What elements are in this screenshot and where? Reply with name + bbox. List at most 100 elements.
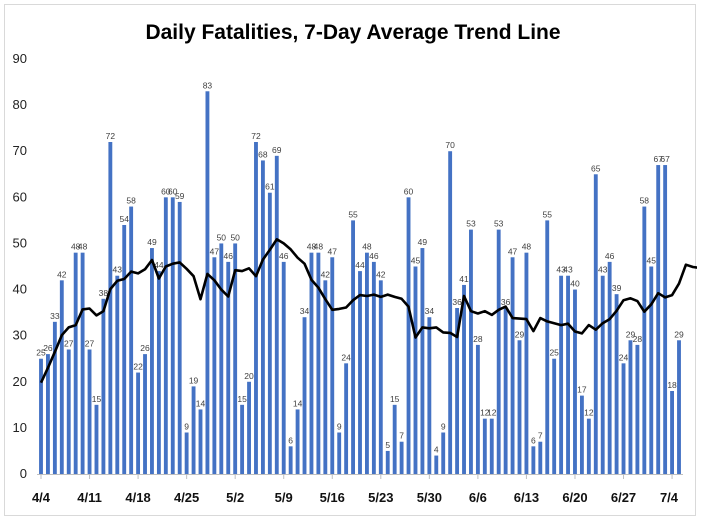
bar-value-label: 42 — [376, 269, 386, 279]
bar — [94, 404, 99, 474]
bar-value-label: 14 — [293, 398, 303, 408]
bar — [566, 275, 570, 474]
bar — [267, 192, 272, 474]
bar — [441, 432, 446, 474]
bar — [59, 280, 64, 474]
bar — [607, 261, 612, 474]
bar — [108, 142, 113, 474]
bar-value-label: 44 — [154, 260, 164, 270]
bar-value-label: 49 — [418, 237, 428, 247]
bar-value-label: 39 — [612, 283, 622, 293]
bar — [316, 252, 321, 474]
y-tick-label: 80 — [13, 97, 27, 112]
bar — [330, 257, 335, 474]
bar — [302, 317, 307, 474]
bar — [462, 284, 466, 474]
bar-value-label: 68 — [258, 149, 268, 159]
bar — [448, 151, 453, 474]
bar — [170, 197, 175, 475]
bar-value-label: 69 — [272, 145, 282, 155]
bar-value-label: 5 — [385, 440, 390, 450]
bar-value-label: 22 — [133, 362, 143, 372]
bar — [295, 409, 300, 474]
bar — [115, 275, 120, 474]
bar-value-label: 54 — [119, 214, 129, 224]
bar-value-label: 47 — [328, 246, 338, 256]
bar-value-label: 55 — [543, 209, 553, 219]
bar-value-label: 12 — [480, 408, 490, 418]
bar-value-label: 41 — [459, 274, 469, 284]
bar-value-label: 45 — [647, 256, 657, 266]
bar-value-label: 72 — [251, 131, 261, 141]
bar-value-label: 36 — [452, 297, 462, 307]
bar — [80, 252, 85, 474]
chart-title: Daily Fatalities, 7-Day Average Trend Li… — [145, 21, 560, 44]
bar — [219, 243, 224, 474]
y-tick-label: 60 — [13, 189, 27, 204]
bar — [177, 201, 182, 474]
bar — [503, 308, 508, 474]
bar-value-label: 27 — [64, 339, 74, 349]
bar-value-label: 26 — [140, 343, 150, 353]
bar-value-label: 46 — [369, 251, 379, 261]
bar-value-label: 72 — [106, 131, 116, 141]
bar-value-label: 28 — [473, 334, 483, 344]
x-tick-label: 4/25 — [174, 490, 199, 505]
y-tick-label: 40 — [13, 282, 27, 297]
bar — [524, 252, 529, 474]
bar — [358, 271, 362, 474]
chart-frame: Daily Fatalities, 7-Day Average Trend Li… — [4, 4, 697, 516]
bar-value-label: 48 — [71, 242, 81, 252]
bar — [150, 248, 154, 474]
bar-value-label: 83 — [203, 80, 213, 90]
bar-value-label: 60 — [161, 186, 171, 196]
bar — [628, 340, 633, 474]
bar-value-label: 67 — [660, 154, 670, 164]
bar-value-label: 65 — [591, 163, 601, 173]
y-axis: 0 10 20 30 40 50 60 70 80 90 — [13, 51, 27, 481]
bar — [427, 317, 432, 474]
bar — [469, 229, 473, 474]
bar — [240, 404, 245, 474]
bar-value-label: 12 — [487, 408, 497, 418]
bar-value-label: 48 — [362, 242, 372, 252]
bar-value-label: 48 — [78, 242, 88, 252]
bar — [163, 197, 168, 475]
y-tick-label: 20 — [13, 374, 27, 389]
bar — [73, 252, 78, 474]
y-tick-label: 50 — [13, 235, 27, 250]
bar-value-label: 43 — [113, 265, 123, 275]
bar — [586, 418, 591, 474]
bar — [614, 294, 619, 474]
bar-value-label: 6 — [531, 435, 536, 445]
bar-value-label: 58 — [126, 196, 136, 206]
bar — [455, 308, 460, 474]
y-tick-label: 10 — [13, 420, 27, 435]
bar — [392, 404, 397, 474]
x-tick-label: 6/27 — [611, 490, 636, 505]
bar-value-label: 29 — [515, 329, 525, 339]
bar — [496, 229, 501, 474]
bar-value-label: 29 — [674, 329, 684, 339]
x-tick-label: 4/11 — [77, 490, 102, 505]
bar — [156, 271, 161, 474]
bar-value-label: 70 — [445, 140, 455, 150]
bar — [122, 225, 127, 474]
bar — [274, 155, 279, 475]
bar-value-label: 12 — [584, 408, 594, 418]
bar-value-label: 47 — [210, 246, 220, 256]
bar — [101, 298, 106, 474]
bar-value-label: 43 — [556, 265, 566, 275]
bar — [371, 261, 376, 474]
bar-value-label: 6 — [288, 435, 293, 445]
x-tick-label: 5/2 — [226, 490, 244, 505]
bar — [538, 441, 543, 474]
x-tick-label: 6/13 — [514, 490, 539, 505]
bar — [559, 275, 564, 474]
bar — [413, 266, 418, 474]
bar — [385, 450, 390, 474]
bar — [482, 418, 487, 474]
bar-value-label: 25 — [549, 348, 559, 358]
x-tick-label: 6/6 — [469, 490, 487, 505]
bar-value-label: 42 — [321, 269, 331, 279]
